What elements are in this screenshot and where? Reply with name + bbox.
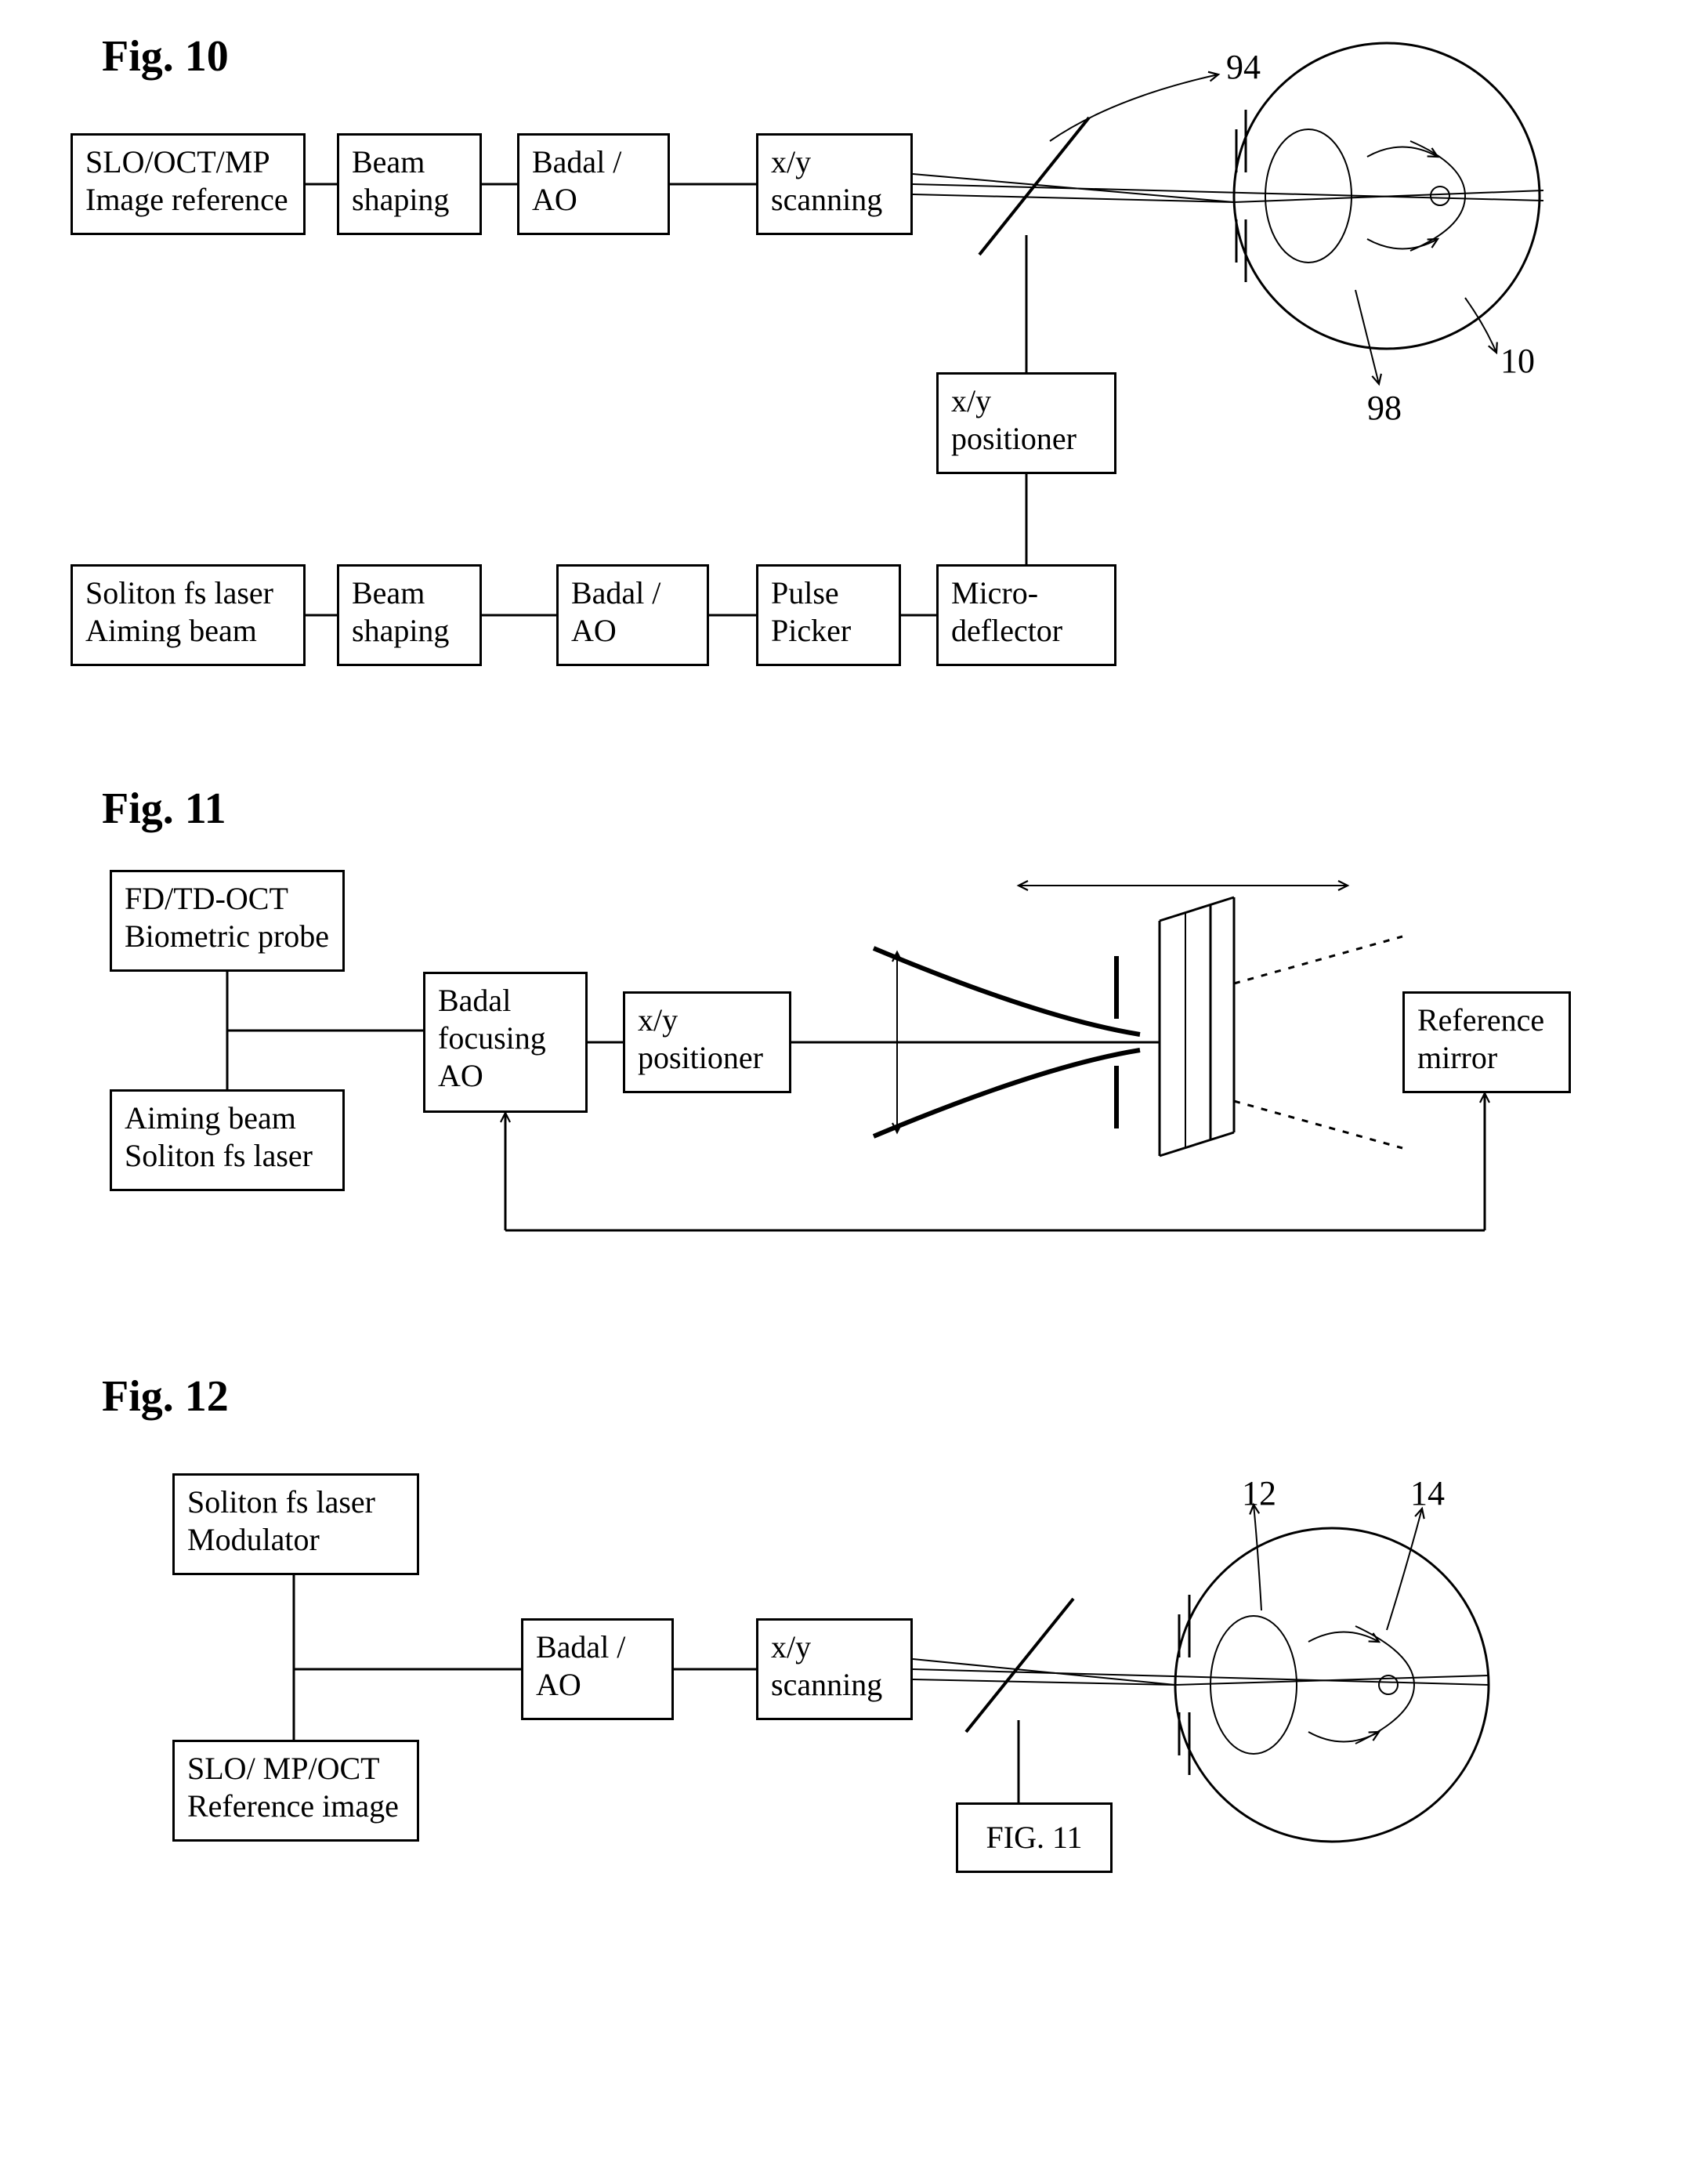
fig11-xy-positioner: x/y positioner — [623, 991, 791, 1093]
fig10-label: Fig. 10 — [102, 31, 229, 82]
fig12-fig11-ref: FIG. 11 — [956, 1802, 1113, 1873]
fig10-callout-98: 98 — [1367, 388, 1402, 428]
fig12-soliton-modulator: Soliton fs laser Modulator — [172, 1473, 419, 1575]
fig10-badal-ao-1: Badal / AO — [517, 133, 670, 235]
fig10-badal-ao-2: Badal / AO — [556, 564, 709, 666]
fig10-beam-shaping-1: Beam shaping — [337, 133, 482, 235]
fig11-badal-focusing-ao: Badal focusing AO — [423, 972, 588, 1113]
fig12-callout-12: 12 — [1242, 1473, 1276, 1513]
fig10-callout-94: 94 — [1226, 47, 1261, 87]
fig12-slo-mp-oct: SLO/ MP/OCT Reference image — [172, 1740, 419, 1842]
fig10-micro-deflector: Micro- deflector — [936, 564, 1116, 666]
page-root: Fig. 10 SLO/OCT/MP Image reference Beam … — [0, 0, 1708, 2159]
fig11-fd-td-oct: FD/TD-OCT Biometric probe — [110, 870, 345, 972]
fig11-reference-mirror: Reference mirror — [1402, 991, 1571, 1093]
fig11-aiming-soliton: Aiming beam Soliton fs laser — [110, 1089, 345, 1191]
fig10-pulse-picker: Pulse Picker — [756, 564, 901, 666]
fig11-label: Fig. 11 — [102, 784, 226, 834]
fig12-xy-scanning: x/y scanning — [756, 1618, 913, 1720]
fig10-beam-shaping-2: Beam shaping — [337, 564, 482, 666]
fig12-callout-14: 14 — [1410, 1473, 1445, 1513]
fig12-badal-ao: Badal / AO — [521, 1618, 674, 1720]
fig10-slo-oct-mp: SLO/OCT/MP Image reference — [71, 133, 306, 235]
fig10-callout-10: 10 — [1500, 341, 1535, 381]
fig10-soliton-aiming: Soliton fs laser Aiming beam — [71, 564, 306, 666]
fig10-xy-scanning: x/y scanning — [756, 133, 913, 235]
fig10-xy-positioner: x/y positioner — [936, 372, 1116, 474]
fig12-label: Fig. 12 — [102, 1371, 229, 1422]
